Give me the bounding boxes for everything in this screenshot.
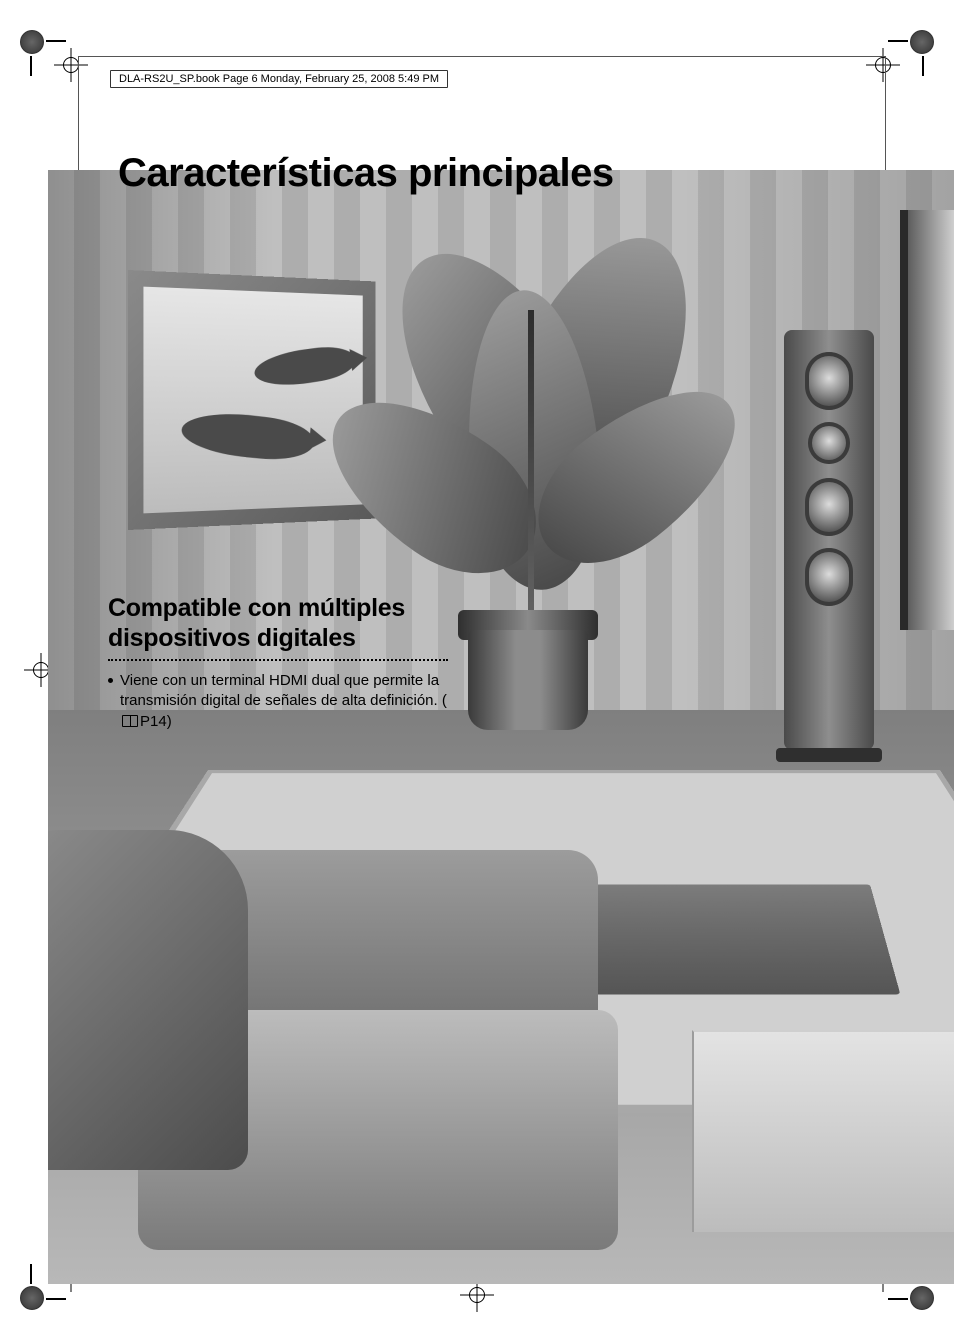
registration-mark-bottom [466,1284,488,1306]
feature-section: Compatible con múltiples dispositivos di… [108,594,448,732]
couch [48,790,578,1260]
bullet-text-post: ) [167,713,172,730]
tower-speaker [784,330,874,750]
print-header-stamp: DLA-RS2U_SP.book Page 6 Monday, February… [110,70,448,88]
bullet-text-pre: Viene con un terminal HDMI dual que perm… [120,672,447,709]
projection-screen-edge [900,210,954,630]
trim-rule-top [78,56,886,57]
section-bullet: Viene con un terminal HDMI dual que perm… [108,671,448,732]
crop-mark-top-left [20,30,110,120]
crop-mark-top-right [844,30,934,120]
plant-pot [448,610,608,730]
dotted-rule [108,659,448,661]
fish-icon [180,408,317,463]
page-title: Características principales [118,151,614,196]
fish-icon [252,343,357,391]
manual-page-ref-icon [122,715,138,727]
section-heading: Compatible con múltiples dispositivos di… [108,594,448,653]
tv-console [692,1030,954,1232]
bullet-page-ref: P14 [140,713,167,730]
manual-page: DLA-RS2U_SP.book Page 6 Monday, February… [0,0,954,1340]
framed-picture [128,270,376,530]
